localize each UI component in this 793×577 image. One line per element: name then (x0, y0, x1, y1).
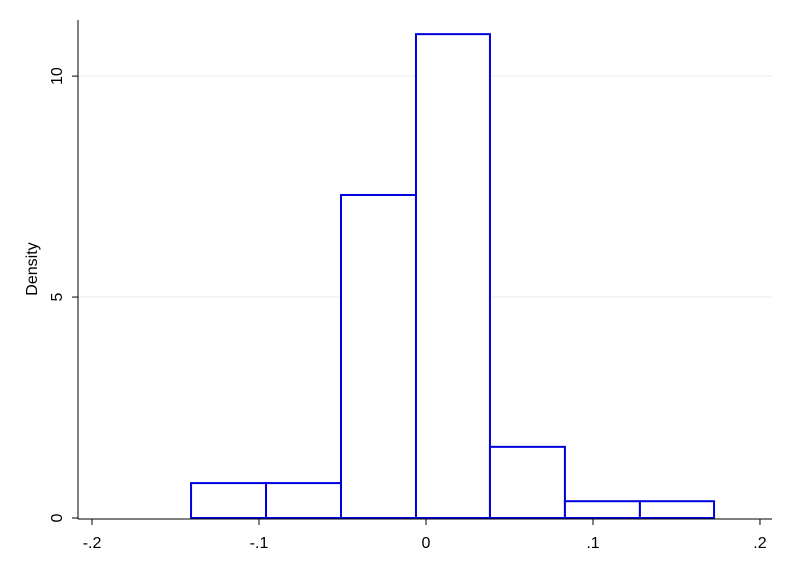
x-tick-label: -.1 (250, 535, 269, 552)
bar (265, 482, 343, 520)
bar (638, 500, 716, 520)
y-tick-label: 10 (49, 67, 66, 85)
bar (414, 33, 491, 519)
bar (190, 482, 268, 520)
bar (488, 445, 566, 520)
bar (563, 500, 641, 520)
y-tick-label: 5 (49, 293, 66, 302)
x-tick-label: -.2 (83, 535, 102, 552)
x-tick-label: .2 (753, 535, 766, 552)
x-tick-label: .1 (586, 535, 599, 552)
y-tick-label: 0 (49, 513, 66, 522)
x-tick-label: 0 (422, 535, 431, 552)
y-axis-label: Density (24, 242, 41, 295)
bar (340, 193, 417, 519)
